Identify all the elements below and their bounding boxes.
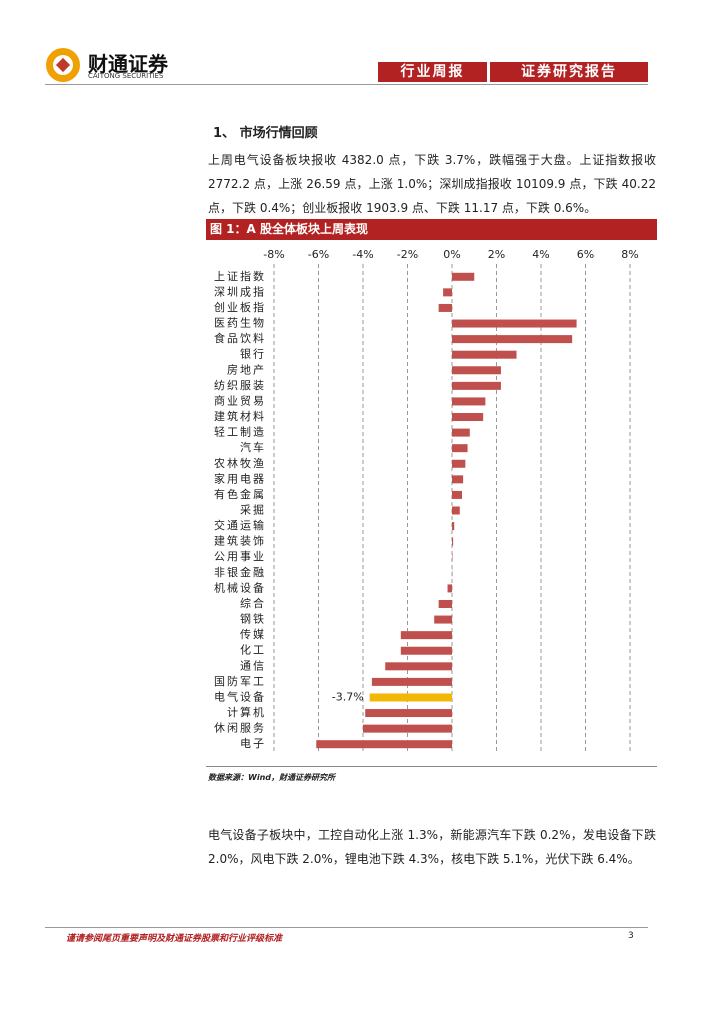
- bar: [452, 397, 486, 406]
- header-rule: [45, 84, 648, 85]
- bar: [400, 646, 452, 655]
- y-tick-label: 通信: [240, 659, 266, 672]
- y-tick-label: 电子: [240, 737, 266, 750]
- bar: [452, 459, 466, 468]
- y-tick-label: 化工: [240, 643, 266, 657]
- chart: -8% -6% -4% -2% 0% 2% 4% 6% 8% 上证指数深圳成指创业板指医药生物食品…: [214, 248, 639, 752]
- x-tick-label: 4%: [532, 248, 549, 261]
- bar: [452, 272, 475, 281]
- data-label: -3.7%: [332, 690, 364, 703]
- bar: [452, 475, 464, 484]
- bar: [443, 288, 452, 297]
- logo-icon: [46, 48, 80, 82]
- y-tick-label: 综合: [240, 596, 266, 610]
- y-tick-label: 国防军工: [214, 674, 266, 688]
- bar: [452, 490, 463, 499]
- bar: [452, 522, 455, 531]
- bar: [452, 537, 454, 546]
- x-tick-label: 2%: [488, 248, 505, 261]
- y-tick-label: 商业贸易: [214, 393, 266, 407]
- logo-subtext: CAITONG SECURITIES: [88, 72, 164, 80]
- y-tick-label: 交通运输: [214, 518, 266, 532]
- y-tick-label: 创业板指: [214, 300, 266, 314]
- bar: [452, 350, 517, 359]
- y-tick-label: 采掘: [240, 503, 266, 517]
- y-tick-label: 轻工制造: [214, 425, 266, 439]
- x-tick-label: -4%: [352, 248, 373, 261]
- bar: [363, 724, 452, 733]
- bar: [400, 631, 452, 640]
- paragraph: 电气设备子板块中，工控自动化上涨 1.3%，新能源汽车下跌 0.2%，发电设备下…: [208, 828, 656, 866]
- footer-rule: [45, 927, 648, 928]
- y-tick-label: 医药生物: [214, 316, 266, 330]
- bar: [316, 740, 452, 749]
- figure-source: 数据来源：Wind，财通证券研究所: [208, 773, 335, 782]
- y-tick-label: 纺织服装: [214, 378, 266, 392]
- report-type-tag: 行业周报: [378, 62, 487, 82]
- y-tick-label: 农林牧渔: [214, 456, 266, 470]
- y-tick-label: 银行: [240, 347, 266, 361]
- report-category-tag: 证券研究报告: [490, 62, 648, 82]
- paragraph: 上周电气设备板块报收 4382.0 点，下跌 3.7%，跌幅强于大盘。上证指数报…: [208, 153, 656, 215]
- y-tick-label: 公用事业: [214, 550, 266, 563]
- bar: [385, 662, 452, 671]
- y-tick-label: 计算机: [227, 705, 266, 719]
- bar: [452, 319, 577, 328]
- bar: [452, 381, 501, 390]
- y-tick-label: 汽车: [240, 440, 266, 454]
- page-number: 3: [628, 931, 634, 941]
- bar: [452, 413, 484, 422]
- x-tick-label: 6%: [577, 248, 594, 261]
- figure-title: 图 1：A 股全体板块上周表现: [206, 219, 657, 240]
- y-tick-label: 家用电器: [214, 471, 266, 485]
- y-tick-label: 建筑材料: [214, 409, 266, 423]
- x-tick-label: -6%: [308, 248, 329, 261]
- x-tick-label: 8%: [621, 248, 638, 261]
- y-tick-label: 食品饮料: [214, 331, 266, 345]
- y-tick-label: 上证指数: [214, 269, 266, 283]
- footer-disclaimer: 谨请参阅尾页重要声明及财通证券股票和行业评级标准: [66, 934, 283, 944]
- bar: [438, 599, 452, 608]
- bar: [434, 615, 452, 624]
- y-tick-label: 休闲服务: [214, 721, 266, 735]
- bar: [452, 428, 470, 437]
- bar: [452, 366, 501, 375]
- y-tick-label: 深圳成指: [214, 284, 266, 298]
- y-tick-label: 有色金属: [214, 487, 266, 501]
- y-tick-label: 建筑装饰: [214, 534, 266, 548]
- y-tick-label: 非银金融: [214, 565, 266, 579]
- y-tick-label: 机械设备: [214, 580, 266, 594]
- y-tick-label: 传媒: [240, 628, 266, 641]
- bar: [371, 677, 452, 686]
- x-tick-label: -8%: [263, 248, 284, 261]
- bar: [452, 444, 468, 453]
- figure-rule: [206, 766, 657, 767]
- x-tick-label: 0%: [443, 248, 460, 261]
- bar: [438, 303, 452, 312]
- y-tick-label: 房地产: [227, 362, 266, 376]
- y-tick-label: 电气设备: [214, 689, 266, 703]
- logo-text: 财通证券: [88, 52, 168, 76]
- bar: [452, 506, 460, 515]
- bar: [452, 335, 573, 344]
- x-tick-label: -2%: [397, 248, 418, 261]
- y-tick-label: 钢铁: [240, 613, 266, 626]
- bar: [447, 584, 452, 593]
- bar: [365, 709, 452, 718]
- bar: [369, 693, 452, 702]
- section-title: 1、 市场行情回顾: [213, 126, 318, 141]
